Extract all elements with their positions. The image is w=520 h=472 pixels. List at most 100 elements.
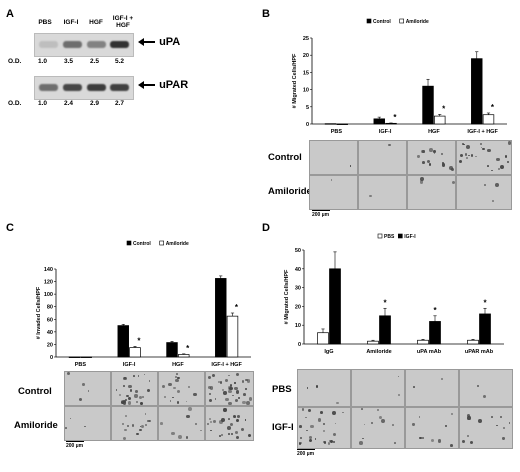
upar-od-0: 1.0: [38, 100, 48, 107]
cell-speck: [246, 379, 250, 383]
cell-speck: [82, 382, 85, 386]
cell-speck: [236, 435, 240, 440]
y-tick-label-4: 80: [47, 305, 53, 311]
x-tick-label-1: IGF-I: [123, 362, 136, 368]
upa-label: uPA: [159, 36, 181, 48]
upa-od-3: 5.2: [115, 58, 125, 65]
y-tick-label-4: 20: [303, 53, 309, 59]
y-tick-label-1: 10: [295, 323, 301, 329]
x-tick-label-0: PBS: [75, 362, 87, 368]
cell-speck: [299, 425, 303, 428]
cell-speck: [213, 420, 216, 424]
cell-speck: [122, 436, 127, 440]
cell-speck: [65, 427, 67, 430]
cell-speck: [332, 411, 336, 416]
legend-label-1: Amiloride: [406, 19, 429, 25]
micrograph-d-pbs-1: [297, 369, 351, 407]
cell-speck: [301, 408, 304, 411]
cell-speck: [467, 413, 471, 417]
cell-speck: [298, 442, 302, 446]
cell-speck: [177, 376, 180, 380]
cell-speck: [417, 155, 420, 158]
cell-speck: [185, 436, 189, 439]
cell-speck: [491, 170, 493, 172]
micrograph-b-amiloride-2: [358, 175, 407, 210]
cell-speck: [234, 416, 237, 419]
cell-speck: [137, 375, 139, 377]
cell-speck: [309, 436, 312, 440]
upar-arrow: uPAR: [138, 79, 188, 91]
cell-speck: [142, 396, 144, 398]
cell-speck: [500, 165, 504, 169]
bar-1-0: [336, 123, 348, 125]
cell-speck: [503, 427, 505, 430]
cell-speck: [432, 150, 436, 153]
y-axis-title: # Invaded Cells/HPF: [36, 286, 42, 339]
scale-bar-b-label: 200 µm: [312, 212, 330, 218]
cell-speck: [323, 423, 326, 426]
cell-speck: [228, 433, 230, 435]
sig-star-2: *: [442, 104, 446, 113]
cell-speck: [235, 372, 239, 376]
cell-speck: [193, 393, 197, 397]
upar-band-3: [110, 84, 129, 91]
bar-1-0: [329, 268, 341, 345]
panel-b-label: B: [262, 8, 270, 20]
micrograph-d-igf-1: [297, 407, 351, 449]
cell-speck: [128, 384, 132, 389]
bar-1-3: [482, 114, 495, 125]
bar-0-2: [417, 339, 429, 345]
cell-speck: [420, 177, 424, 182]
cell-speck: [418, 416, 420, 418]
cell-speck: [125, 415, 127, 417]
y-tick-label-2: 40: [47, 330, 53, 336]
cell-speck: [440, 377, 444, 381]
cell-speck: [507, 141, 511, 145]
legend-swatch-0: [366, 18, 372, 24]
cell-speck: [135, 390, 138, 393]
upar-label: uPAR: [159, 79, 189, 91]
cell-speck: [134, 394, 138, 398]
cell-speck: [140, 401, 144, 405]
bar-0-0: [68, 356, 81, 358]
cell-speck: [232, 394, 234, 397]
cell-speck: [66, 372, 70, 376]
cell-speck: [177, 390, 181, 394]
micrograph-c-amiloride-4: [205, 406, 254, 441]
legend-swatch-1: [159, 240, 164, 246]
cell-speck: [426, 159, 430, 163]
bar-1-3: [479, 313, 491, 345]
cell-speck: [307, 387, 309, 389]
x-tick-label-0: PBS: [331, 129, 343, 135]
micrograph-c-control-1: [64, 371, 111, 406]
panel-d-label: D: [262, 222, 270, 234]
cell-speck: [209, 386, 213, 390]
cell-speck: [306, 429, 308, 432]
y-tick-label-2: 10: [303, 88, 309, 94]
cell-speck: [174, 376, 177, 379]
cell-speck: [228, 401, 233, 405]
cell-speck: [349, 164, 352, 167]
cell-speck: [478, 419, 483, 423]
cell-speck: [163, 395, 166, 398]
cell-speck: [445, 425, 447, 427]
bar-0-3: [467, 339, 479, 345]
micrograph-c-amiloride-1: [64, 406, 111, 441]
cell-speck: [141, 424, 145, 428]
cell-speck: [320, 410, 323, 414]
cell-speck: [223, 408, 227, 412]
micrograph-c-control-3: [158, 371, 205, 406]
cell-speck: [434, 153, 436, 155]
micrograph-b-control-1: [309, 140, 358, 175]
cell-speck: [308, 439, 312, 443]
cell-speck: [482, 147, 485, 151]
cell-speck: [176, 401, 180, 404]
cell-speck: [490, 416, 493, 419]
cell-speck: [244, 378, 248, 382]
cell-speck: [329, 440, 333, 444]
cell-speck: [468, 154, 471, 157]
cell-speck: [378, 415, 382, 419]
cell-speck: [229, 386, 233, 391]
micrograph-b-amiloride-4: [456, 175, 512, 210]
cell-speck: [300, 442, 303, 444]
